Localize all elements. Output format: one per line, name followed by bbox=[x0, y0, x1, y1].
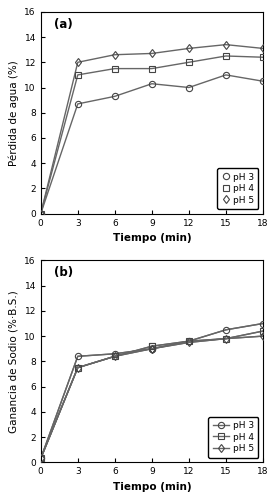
pH 5 bbox=[39, 210, 42, 216]
pH 3 bbox=[224, 72, 227, 78]
pH 5 bbox=[76, 60, 79, 66]
Line: pH 4: pH 4 bbox=[38, 328, 266, 462]
pH 4 bbox=[261, 54, 265, 60]
pH 5 bbox=[39, 456, 42, 462]
pH 5 bbox=[187, 340, 191, 345]
pH 5 bbox=[150, 346, 153, 352]
pH 5 bbox=[224, 336, 227, 342]
Legend: pH 3, pH 4, pH 5: pH 3, pH 4, pH 5 bbox=[217, 168, 258, 209]
pH 3 bbox=[76, 354, 79, 360]
Text: (b): (b) bbox=[54, 266, 73, 280]
pH 4 bbox=[261, 328, 265, 334]
pH 3 bbox=[76, 101, 79, 107]
X-axis label: Tiempo (min): Tiempo (min) bbox=[112, 482, 191, 492]
pH 3 bbox=[224, 327, 227, 333]
pH 4 bbox=[187, 338, 191, 344]
pH 3 bbox=[150, 346, 153, 352]
pH 5 bbox=[39, 456, 42, 462]
pH 5 bbox=[187, 46, 191, 52]
pH 4 bbox=[76, 364, 79, 370]
pH 3 bbox=[150, 80, 153, 86]
pH 4 bbox=[39, 456, 42, 462]
pH 4 bbox=[261, 328, 265, 334]
pH 3 bbox=[187, 338, 191, 344]
pH 3 bbox=[261, 320, 265, 326]
pH 3 bbox=[76, 354, 79, 360]
pH 3 bbox=[261, 320, 265, 326]
pH 5 bbox=[224, 42, 227, 48]
Legend: pH 3, pH 4, pH 5: pH 3, pH 4, pH 5 bbox=[208, 417, 258, 458]
pH 4 bbox=[113, 66, 116, 71]
pH 4 bbox=[150, 66, 153, 71]
pH 5 bbox=[187, 340, 191, 345]
pH 4 bbox=[224, 336, 227, 342]
Y-axis label: Pérdida de agua (%): Pérdida de agua (%) bbox=[8, 60, 19, 166]
pH 5 bbox=[113, 354, 116, 360]
pH 3 bbox=[113, 94, 116, 100]
pH 3 bbox=[39, 456, 42, 462]
pH 4 bbox=[76, 364, 79, 370]
pH 5 bbox=[76, 364, 79, 370]
pH 3 bbox=[187, 338, 191, 344]
X-axis label: Tiempo (min): Tiempo (min) bbox=[112, 233, 191, 243]
pH 5 bbox=[261, 333, 265, 339]
Line: pH 4: pH 4 bbox=[38, 328, 266, 462]
pH 5 bbox=[113, 52, 116, 58]
pH 5 bbox=[261, 46, 265, 52]
Line: pH 4: pH 4 bbox=[38, 53, 266, 217]
Text: (a): (a) bbox=[54, 18, 73, 31]
pH 5 bbox=[113, 354, 116, 360]
pH 4 bbox=[224, 53, 227, 59]
Line: pH 3: pH 3 bbox=[38, 72, 266, 217]
Line: pH 5: pH 5 bbox=[38, 333, 266, 462]
pH 4 bbox=[150, 343, 153, 349]
Line: pH 5: pH 5 bbox=[38, 42, 266, 217]
pH 5 bbox=[224, 336, 227, 342]
pH 3 bbox=[113, 351, 116, 357]
pH 3 bbox=[150, 346, 153, 352]
pH 3 bbox=[224, 327, 227, 333]
Y-axis label: Ganancia de Sodio (%·B.S.): Ganancia de Sodio (%·B.S.) bbox=[9, 290, 19, 432]
pH 5 bbox=[76, 364, 79, 370]
pH 4 bbox=[76, 72, 79, 78]
pH 5 bbox=[261, 333, 265, 339]
Line: pH 3: pH 3 bbox=[38, 320, 266, 462]
pH 3 bbox=[187, 84, 191, 90]
pH 3 bbox=[39, 210, 42, 216]
pH 4 bbox=[187, 338, 191, 344]
pH 4 bbox=[39, 210, 42, 216]
Line: pH 5: pH 5 bbox=[38, 333, 266, 462]
pH 3 bbox=[113, 351, 116, 357]
pH 4 bbox=[113, 354, 116, 360]
pH 5 bbox=[150, 346, 153, 352]
pH 5 bbox=[150, 50, 153, 56]
pH 4 bbox=[113, 354, 116, 360]
pH 3 bbox=[261, 78, 265, 84]
pH 3 bbox=[39, 456, 42, 462]
pH 4 bbox=[187, 60, 191, 66]
pH 4 bbox=[224, 336, 227, 342]
pH 4 bbox=[150, 343, 153, 349]
pH 4 bbox=[39, 456, 42, 462]
Line: pH 3: pH 3 bbox=[38, 320, 266, 462]
